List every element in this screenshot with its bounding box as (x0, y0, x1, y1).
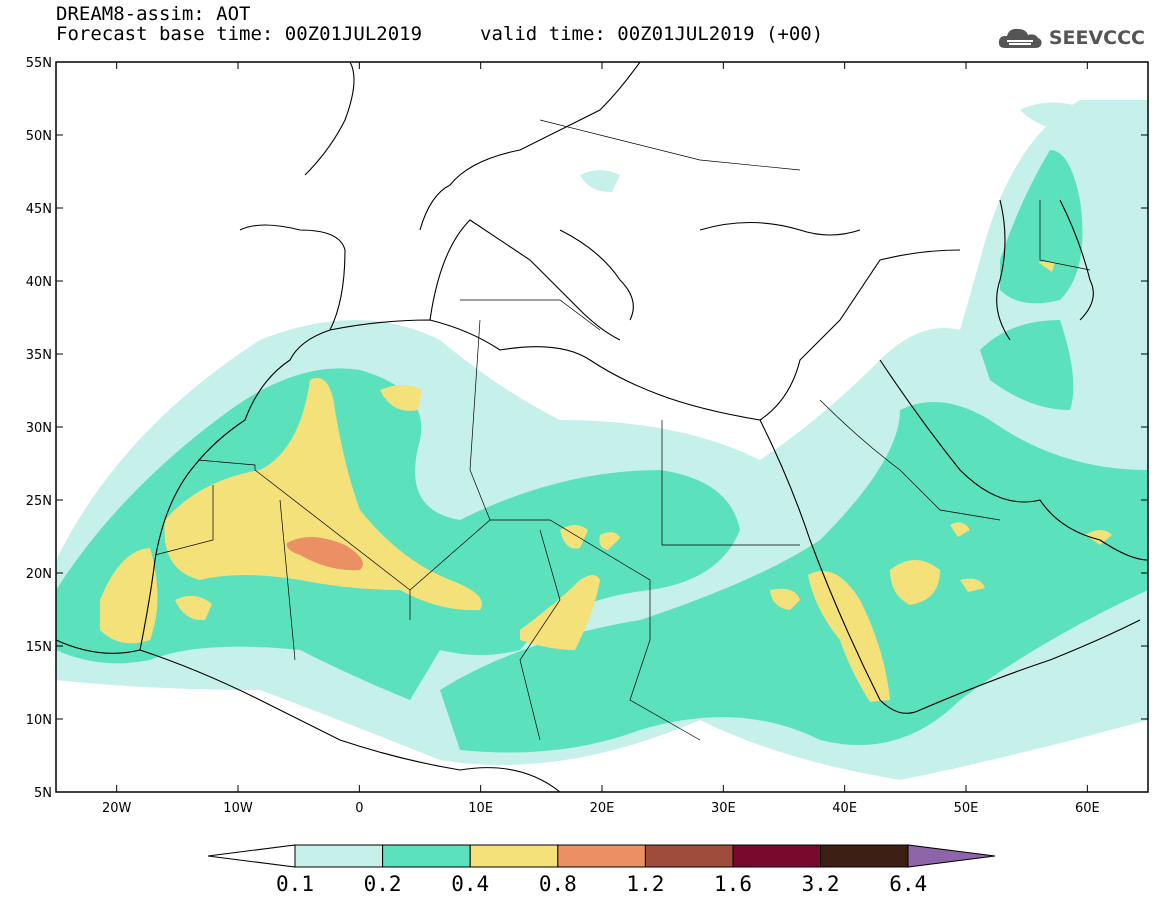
lon-tick-label: 40E (832, 801, 857, 816)
aot-level-0-2 (56, 150, 1148, 753)
lat-tick-label: 35N (26, 348, 52, 363)
lat-tick-label: 25N (26, 494, 52, 509)
coastlines (56, 62, 1148, 792)
lon-tick-label: 50E (954, 801, 979, 816)
colorbar-upper-arrow (907, 844, 996, 868)
colorbar-segment (294, 844, 384, 868)
colorbar-segment (382, 844, 471, 868)
colorbar-label: 0.8 (538, 872, 577, 896)
valid-time: valid time: 00Z01JUL2019 (+00) (480, 23, 824, 45)
colorbar-label: 0.1 (276, 872, 314, 896)
colorbar-label: 0.4 (451, 872, 490, 896)
lat-tick-label: 40N (26, 275, 52, 290)
lat-tick-label: 50N (26, 129, 52, 144)
lon-tick-label: 60E (1075, 801, 1100, 816)
colorbar-lower-arrow (207, 844, 296, 868)
colorbar-segment (557, 844, 646, 868)
lat-tick-label: 15N (26, 640, 52, 655)
colorbar (207, 844, 996, 868)
lon-tick-label: 20E (590, 801, 615, 816)
country-borders (154, 119, 1091, 741)
lon-tick-label: 0 (355, 801, 363, 816)
forecast-base-time: Forecast base time: 00Z01JUL2019 (56, 23, 423, 45)
colorbar-label: 3.2 (801, 872, 840, 896)
colorbar-label: 1.2 (626, 872, 665, 896)
lat-tick-label: 55N (26, 56, 52, 71)
lat-tick-label: 10N (26, 713, 52, 728)
lon-tick-label: 10W (223, 801, 253, 816)
colorbar-segment (644, 844, 734, 868)
aot-shading (56, 100, 1148, 780)
lat-tick-label: 5N (34, 786, 52, 801)
colorbar-label: 6.4 (889, 872, 928, 896)
logo-text: SEEVCCC (1048, 27, 1145, 49)
colorbar-label: 1.6 (714, 872, 752, 896)
colorbar-segment (469, 844, 559, 868)
lat-tick-label: 45N (26, 202, 52, 217)
colorbar-segment (820, 844, 909, 868)
lon-tick-label: 20W (102, 801, 132, 816)
lon-tick-label: 10E (468, 801, 493, 816)
colorbar-segment (732, 844, 822, 868)
latitude-ticks: 55N 50N 45N 40N 35N 30N 25N 20N 15N 10N 5N (26, 56, 1148, 801)
product-title: DREAM8-assim: AOT (56, 3, 251, 25)
longitude-ticks: 20W 10W 0 10E 20E 30E 40E 50E 60E (102, 62, 1100, 816)
lat-tick-label: 30N (26, 421, 52, 436)
seevccc-logo: SEEVCCC (997, 26, 1145, 50)
aot-level-0-4 (100, 262, 1112, 702)
colorbar-label: 0.2 (363, 872, 402, 896)
colorbar-segments (294, 844, 909, 868)
cloud-icon (998, 28, 1042, 48)
aot-level-0-8 (286, 536, 363, 571)
lon-tick-label: 30E (711, 801, 736, 816)
lat-tick-label: 20N (26, 567, 52, 582)
